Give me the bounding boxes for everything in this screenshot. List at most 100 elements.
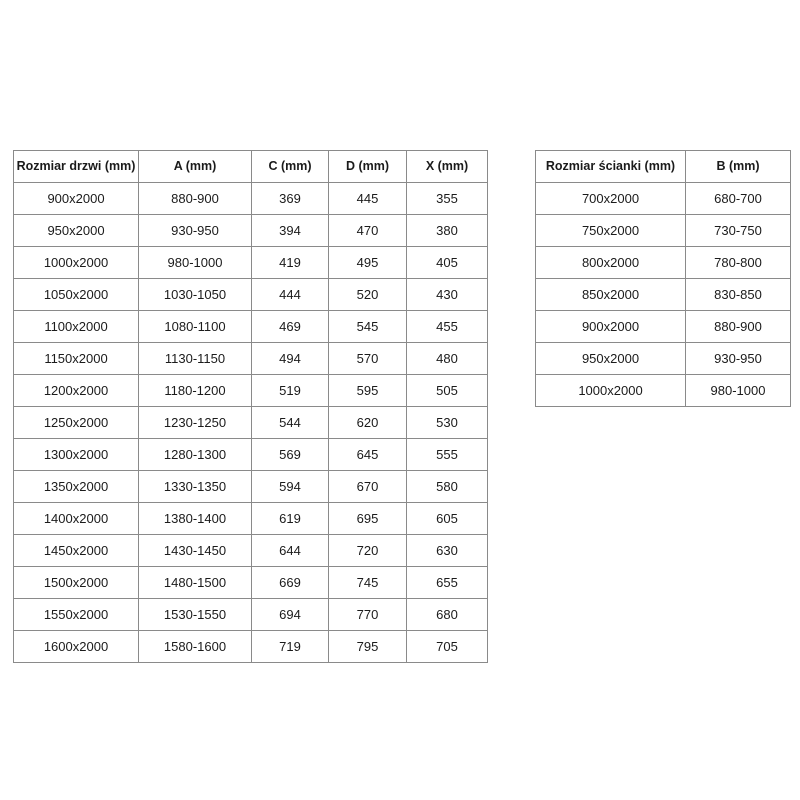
column-header-door-size: Rozmiar drzwi (mm) <box>13 150 139 183</box>
table-row: 1550x2000 1530-1550 694 770 680 <box>13 598 488 631</box>
cell-d: 620 <box>328 406 407 439</box>
cell-a: 1280-1300 <box>138 438 252 471</box>
cell-c: 544 <box>251 406 329 439</box>
table-row: 1600x2000 1580-1600 719 795 705 <box>13 630 488 663</box>
cell-size: 900x2000 <box>13 182 139 215</box>
cell-c: 419 <box>251 246 329 279</box>
cell-b: 830-850 <box>685 278 791 311</box>
cell-b: 980-1000 <box>685 374 791 407</box>
table-row: 1350x2000 1330-1350 594 670 580 <box>13 470 488 503</box>
cell-size: 700x2000 <box>535 182 686 215</box>
cell-c: 519 <box>251 374 329 407</box>
cell-c: 644 <box>251 534 329 567</box>
cell-d: 795 <box>328 630 407 663</box>
cell-a: 1430-1450 <box>138 534 252 567</box>
cell-a: 1230-1250 <box>138 406 252 439</box>
cell-d: 645 <box>328 438 407 471</box>
cell-d: 470 <box>328 214 407 247</box>
cell-size: 950x2000 <box>13 214 139 247</box>
cell-c: 669 <box>251 566 329 599</box>
cell-x: 680 <box>406 598 488 631</box>
cell-c: 469 <box>251 310 329 343</box>
cell-size: 950x2000 <box>535 342 686 375</box>
column-header-x: X (mm) <box>406 150 488 183</box>
table-header-row: Rozmiar drzwi (mm) A (mm) C (mm) D (mm) … <box>13 150 488 183</box>
cell-b: 930-950 <box>685 342 791 375</box>
cell-a: 1480-1500 <box>138 566 252 599</box>
cell-c: 494 <box>251 342 329 375</box>
cell-d: 720 <box>328 534 407 567</box>
cell-x: 555 <box>406 438 488 471</box>
wall-panel-size-table: Rozmiar ścianki (mm) B (mm) 700x2000 680-… <box>535 150 791 407</box>
table-row: 1050x2000 1030-1050 444 520 430 <box>13 278 488 311</box>
cell-a: 1180-1200 <box>138 374 252 407</box>
cell-size: 1400x2000 <box>13 502 139 535</box>
table-row: 1150x2000 1130-1150 494 570 480 <box>13 342 488 375</box>
cell-d: 520 <box>328 278 407 311</box>
cell-x: 530 <box>406 406 488 439</box>
cell-c: 719 <box>251 630 329 663</box>
cell-a: 980-1000 <box>138 246 252 279</box>
table-row: 1000x2000 980-1000 419 495 405 <box>13 246 488 279</box>
cell-c: 594 <box>251 470 329 503</box>
cell-size: 750x2000 <box>535 214 686 247</box>
cell-d: 695 <box>328 502 407 535</box>
table-row: 850x2000 830-850 <box>535 278 791 311</box>
table-row: 700x2000 680-700 <box>535 182 791 215</box>
cell-d: 595 <box>328 374 407 407</box>
cell-c: 569 <box>251 438 329 471</box>
cell-x: 355 <box>406 182 488 215</box>
cell-size: 1150x2000 <box>13 342 139 375</box>
table-row: 1250x2000 1230-1250 544 620 530 <box>13 406 488 439</box>
cell-a: 1580-1600 <box>138 630 252 663</box>
cell-size: 850x2000 <box>535 278 686 311</box>
cell-a: 1080-1100 <box>138 310 252 343</box>
cell-d: 670 <box>328 470 407 503</box>
cell-b: 780-800 <box>685 246 791 279</box>
cell-size: 1200x2000 <box>13 374 139 407</box>
cell-size: 800x2000 <box>535 246 686 279</box>
table-row: 1400x2000 1380-1400 619 695 605 <box>13 502 488 535</box>
column-header-b: B (mm) <box>685 150 791 183</box>
table-row: 1100x2000 1080-1100 469 545 455 <box>13 310 488 343</box>
cell-size: 1000x2000 <box>535 374 686 407</box>
cell-size: 1500x2000 <box>13 566 139 599</box>
table-row: 800x2000 780-800 <box>535 246 791 279</box>
cell-b: 730-750 <box>685 214 791 247</box>
column-header-d: D (mm) <box>328 150 407 183</box>
cell-x: 630 <box>406 534 488 567</box>
cell-a: 1380-1400 <box>138 502 252 535</box>
cell-size: 1100x2000 <box>13 310 139 343</box>
table-row: 950x2000 930-950 <box>535 342 791 375</box>
table-header-row: Rozmiar ścianki (mm) B (mm) <box>535 150 791 183</box>
cell-x: 580 <box>406 470 488 503</box>
table-row: 1000x2000 980-1000 <box>535 374 791 407</box>
cell-x: 705 <box>406 630 488 663</box>
table-row: 750x2000 730-750 <box>535 214 791 247</box>
cell-d: 495 <box>328 246 407 279</box>
cell-a: 1330-1350 <box>138 470 252 503</box>
table-row: 900x2000 880-900 <box>535 310 791 343</box>
column-header-wall-size: Rozmiar ścianki (mm) <box>535 150 686 183</box>
cell-size: 1300x2000 <box>13 438 139 471</box>
cell-c: 694 <box>251 598 329 631</box>
table-row: 1300x2000 1280-1300 569 645 555 <box>13 438 488 471</box>
table-row: 1500x2000 1480-1500 669 745 655 <box>13 566 488 599</box>
table-row: 950x2000 930-950 394 470 380 <box>13 214 488 247</box>
cell-a: 1030-1050 <box>138 278 252 311</box>
cell-d: 570 <box>328 342 407 375</box>
cell-x: 655 <box>406 566 488 599</box>
cell-size: 1550x2000 <box>13 598 139 631</box>
cell-size: 1250x2000 <box>13 406 139 439</box>
cell-a: 1530-1550 <box>138 598 252 631</box>
cell-c: 369 <box>251 182 329 215</box>
table-row: 900x2000 880-900 369 445 355 <box>13 182 488 215</box>
cell-c: 619 <box>251 502 329 535</box>
cell-x: 455 <box>406 310 488 343</box>
cell-x: 605 <box>406 502 488 535</box>
cell-b: 680-700 <box>685 182 791 215</box>
cell-c: 394 <box>251 214 329 247</box>
cell-a: 880-900 <box>138 182 252 215</box>
door-size-table: Rozmiar drzwi (mm) A (mm) C (mm) D (mm) … <box>13 150 488 663</box>
